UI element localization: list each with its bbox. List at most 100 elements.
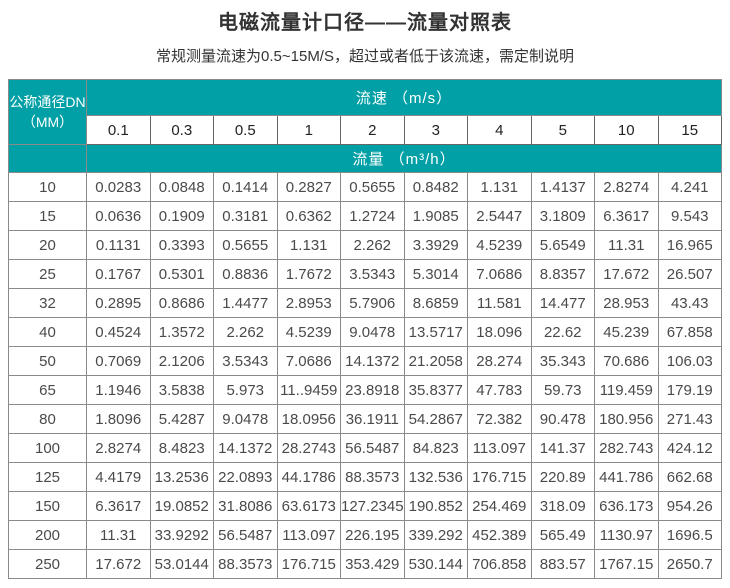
- flow-value-cell: 5.7906: [340, 288, 405, 318]
- flow-value-cell: 0.0636: [86, 201, 151, 231]
- flow-value-cell: 0.1909: [149, 201, 214, 231]
- flow-value-cell: 339.292: [403, 520, 468, 550]
- flow-header-row: 流量 （m³/h）: [8, 144, 722, 173]
- table-row: 200 11.31 33.9292 56.5487 113.097 226.195 339.…: [8, 520, 722, 550]
- flow-value-cell: 220.89: [530, 462, 595, 492]
- flow-value-cell: 0.7069: [86, 346, 151, 376]
- flow-value-cell: 0.3393: [149, 230, 214, 260]
- dn-cell: 125: [8, 462, 87, 492]
- flow-value-cell: 21.2058: [403, 346, 468, 376]
- flow-value-cell: 14.477: [530, 288, 595, 318]
- dn-cell: 80: [8, 404, 87, 434]
- flow-value-cell: 106.03: [657, 346, 722, 376]
- flow-value-cell: 190.852: [403, 491, 468, 521]
- flow-value-cell: 127.2345: [340, 491, 405, 521]
- flow-value-cell: 1130.97: [594, 520, 659, 550]
- dn-corner-line1: 公称通径DN: [9, 93, 86, 110]
- flow-value-cell: 0.3181: [213, 201, 278, 231]
- flow-value-cell: 28.274: [467, 346, 532, 376]
- flow-value-cell: 13.5717: [403, 317, 468, 347]
- flow-value-cell: 0.5301: [149, 259, 214, 289]
- flow-value-cell: 28.2743: [276, 433, 341, 463]
- flow-value-cell: 424.12: [657, 433, 722, 463]
- flow-value-cell: 7.0686: [276, 346, 341, 376]
- flow-value-cell: 954.26: [657, 491, 722, 521]
- flow-value-cell: 59.73: [530, 375, 595, 405]
- flow-header: 流量 （m³/h）: [86, 144, 722, 173]
- flow-value-cell: 17.672: [86, 549, 151, 579]
- flow-value-cell: 72.382: [467, 404, 532, 434]
- flow-value-cell: 11.31: [86, 520, 151, 550]
- flow-value-cell: 271.43: [657, 404, 722, 434]
- flow-value-cell: 2.1206: [149, 346, 214, 376]
- flow-value-cell: 11..9459: [276, 375, 341, 405]
- flow-value-cell: 3.1809: [530, 201, 595, 231]
- table-row: 20 0.1131 0.3393 0.5655 1.131 2.262 3.3929 4.52…: [8, 230, 722, 260]
- flow-value-cell: 9.543: [657, 201, 722, 231]
- velocity-value-cell: 5: [530, 115, 595, 145]
- table-row: 32 0.2895 0.8686 1.4477 2.8953 5.7906 8.6859 11…: [8, 288, 722, 318]
- flow-value-cell: 3.5838: [149, 375, 214, 405]
- flow-value-cell: 14.1372: [340, 346, 405, 376]
- page-subtitle: 常规测量流速为0.5~15M/S，超过或者低于该流速，需定制说明: [156, 48, 574, 65]
- flow-value-cell: 0.8482: [403, 172, 468, 202]
- flow-comparison-table: 公称通径DN （MM） 流速 （m/s） 0.1 0.3 0.5 1 2 3 4 5 10 15 …: [8, 79, 722, 579]
- dn-cell: 250: [8, 549, 87, 579]
- table-row: 15 0.0636 0.1909 0.3181 0.6362 1.2724 1.9085 2.…: [8, 201, 722, 231]
- flow-value-cell: 0.5655: [213, 230, 278, 260]
- flow-value-cell: 0.6362: [276, 201, 341, 231]
- flow-value-cell: 113.097: [467, 433, 532, 463]
- flow-value-cell: 56.5487: [340, 433, 405, 463]
- flow-value-cell: 67.858: [657, 317, 722, 347]
- table-row: 40 0.4524 1.3572 2.262 4.5239 9.0478 13.5717 18…: [8, 317, 722, 347]
- flow-value-cell: 706.858: [467, 549, 532, 579]
- flow-value-cell: 282.743: [594, 433, 659, 463]
- velocity-value-cell: 10: [594, 115, 659, 145]
- flow-value-cell: 2.8953: [276, 288, 341, 318]
- velocity-value-cell: 0.5: [213, 115, 278, 145]
- flow-value-cell: 636.173: [594, 491, 659, 521]
- flow-value-cell: 176.715: [467, 462, 532, 492]
- flow-value-cell: 8.6859: [403, 288, 468, 318]
- flow-value-cell: 36.1911: [340, 404, 405, 434]
- flow-value-cell: 441.786: [594, 462, 659, 492]
- flow-value-cell: 33.9292: [149, 520, 214, 550]
- flow-value-cell: 1.9085: [403, 201, 468, 231]
- flow-value-cell: 1.1946: [86, 375, 151, 405]
- table-row: 25 0.1767 0.5301 0.8836 1.7672 3.5343 5.3014 7.…: [8, 259, 722, 289]
- velocity-value-cell: 1: [276, 115, 341, 145]
- flow-value-cell: 119.459: [594, 375, 659, 405]
- flow-value-cell: 16.965: [657, 230, 722, 260]
- dn-cell: 200: [8, 520, 87, 550]
- flow-value-cell: 0.8836: [213, 259, 278, 289]
- flow-value-cell: 0.0848: [149, 172, 214, 202]
- dn-cell: 50: [8, 346, 87, 376]
- dn-cell: 20: [8, 230, 87, 260]
- table-row: 10 0.0283 0.0848 0.1414 0.2827 0.5655 0.8482 1.…: [8, 172, 722, 202]
- flow-value-cell: 43.43: [657, 288, 722, 318]
- flow-value-cell: 22.0893: [213, 462, 278, 492]
- dn-corner-line2: （MM）: [21, 114, 74, 130]
- flow-value-cell: 70.686: [594, 346, 659, 376]
- table-row: 150 6.3617 19.0852 31.8086 63.6173 127.2345 19…: [8, 491, 722, 521]
- flow-value-cell: 0.2827: [276, 172, 341, 202]
- flow-value-cell: 84.823: [403, 433, 468, 463]
- flow-value-cell: 9.0478: [340, 317, 405, 347]
- flow-value-cell: 0.1767: [86, 259, 151, 289]
- flow-value-cell: 141.37: [530, 433, 595, 463]
- flow-value-cell: 452.389: [467, 520, 532, 550]
- velocity-header: 流速 （m/s）: [86, 79, 722, 116]
- table-row: 65 1.1946 3.5838 5.973 11..9459 23.8918 35.837…: [8, 375, 722, 405]
- flow-value-cell: 14.1372: [213, 433, 278, 463]
- flow-value-cell: 113.097: [276, 520, 341, 550]
- flow-value-cell: 1.2724: [340, 201, 405, 231]
- flow-value-cell: 1.7672: [276, 259, 341, 289]
- flow-value-cell: 1.3572: [149, 317, 214, 347]
- flow-value-cell: 53.0144: [149, 549, 214, 579]
- flow-value-cell: 5.3014: [403, 259, 468, 289]
- flow-corner-cell: [8, 144, 87, 173]
- flow-value-cell: 179.19: [657, 375, 722, 405]
- flow-value-cell: 88.3573: [340, 462, 405, 492]
- flow-value-cell: 8.8357: [530, 259, 595, 289]
- table-row: 250 17.672 53.0144 88.3573 176.715 353.429 530…: [8, 549, 722, 579]
